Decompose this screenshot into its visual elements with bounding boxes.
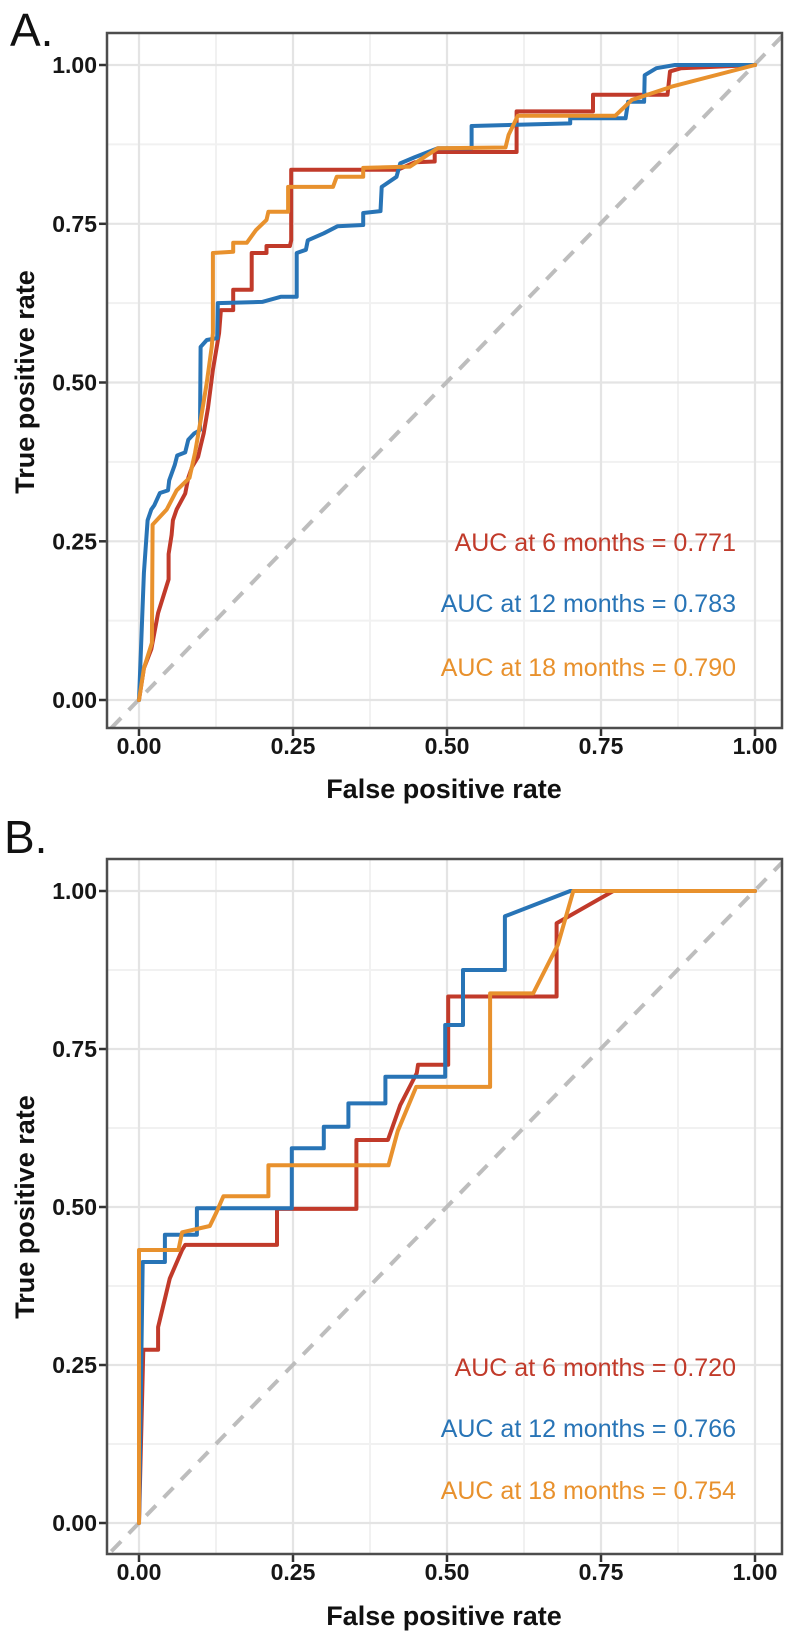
x-tick-label: 0.75 [579,1559,624,1585]
panel-a-auc-6mo: AUC at 6 months = 0.771 [455,529,736,557]
panel-b-auc-6mo: AUC at 6 months = 0.720 [455,1354,736,1382]
y-tick-label: 0.00 [52,1510,97,1536]
diagonal-reference-line [109,861,784,1553]
x-tick-label: 1.00 [733,733,778,759]
roc-curve-18-months [137,63,757,702]
y-tick-label: 0.25 [52,1352,97,1378]
panel-a-auc-18mo: AUC at 18 months = 0.790 [441,654,736,682]
diagonal-reference-line [109,35,784,730]
panel-b-border [105,857,784,1556]
y-tick-label: 0.75 [52,211,97,237]
roc-curve-18-months [137,889,757,1525]
y-tick-label: 1.00 [52,52,97,78]
panel-a-xaxis-title: False positive rate [326,774,562,804]
panel-b-auc-12mo: AUC at 12 months = 0.766 [441,1415,736,1443]
panel-a: 0.00 0.00 0.25 0.25 0.50 0.50 0.75 0.75 1.00 1.00… [10,4,784,804]
y-tick-label: 0.75 [52,1036,97,1062]
x-tick-label: 0.25 [271,1559,316,1585]
roc-curve-6-months [137,63,757,702]
x-tick-label: 0.00 [117,1559,162,1585]
panel-b: 0.00 0.00 0.25 0.25 0.50 0.50 0.75 0.75 1.00 1.00… [4,811,784,1631]
x-tick-label: 0.25 [271,733,316,759]
x-tick-label: 0.75 [579,733,624,759]
panel-a-auc-12mo: AUC at 12 months = 0.783 [441,590,736,618]
panel-a-dynamic: 0.00 0.00 0.25 0.25 0.50 0.50 0.75 0.75 1.00 1.00 [52,33,784,759]
x-tick-label: 1.00 [733,1559,778,1585]
panel-a-yaxis-title: True positive rate [10,270,40,494]
x-tick-label: 0.50 [425,1559,470,1585]
panel-a-label: A. [10,4,53,56]
panel-b-xaxis-title: False positive rate [326,1601,562,1631]
y-tick-label: 0.25 [52,528,97,554]
panel-b-auc-18mo: AUC at 18 months = 0.754 [441,1477,736,1505]
roc-curve-6-months [137,889,757,1525]
panel-b-yaxis-title: True positive rate [10,1095,40,1319]
x-tick-label: 0.00 [117,733,162,759]
y-tick-label: 1.00 [52,878,97,904]
x-tick-label: 0.50 [425,733,470,759]
y-tick-label: 0.50 [52,1194,97,1220]
y-tick-label: 0.50 [52,370,97,396]
roc-curve-12-months [137,63,757,702]
y-tick-label: 0.00 [52,687,97,713]
panel-b-dynamic: 0.00 0.00 0.25 0.25 0.50 0.50 0.75 0.75 1.00 1.00 [52,859,784,1585]
panel-a-border [105,31,784,730]
panel-b-label: B. [4,811,47,863]
